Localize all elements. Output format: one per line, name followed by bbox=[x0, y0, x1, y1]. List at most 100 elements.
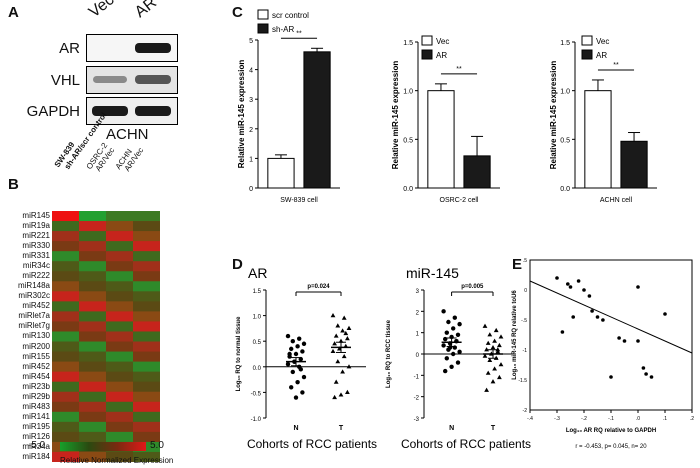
heatmap-cell bbox=[106, 411, 133, 423]
y-tick-label: 1.0 bbox=[560, 89, 570, 96]
heatmap-cell bbox=[133, 221, 160, 232]
p-value-label: p=0.005 bbox=[461, 284, 484, 290]
data-point bbox=[487, 357, 493, 362]
heatmap-cell bbox=[79, 371, 106, 383]
y-tick-label: -.5 bbox=[521, 318, 527, 324]
data-point bbox=[482, 323, 488, 328]
blot-vhl bbox=[86, 66, 178, 94]
heatmap-cell bbox=[79, 251, 106, 262]
heatmap-cell bbox=[106, 241, 133, 252]
data-point bbox=[636, 285, 640, 289]
data-point bbox=[301, 341, 307, 346]
data-point bbox=[290, 339, 295, 344]
bar bbox=[620, 140, 648, 189]
heatmap-cell bbox=[52, 351, 79, 363]
x-axis-label: Cohorts of RCC patients bbox=[247, 437, 377, 451]
heatmap-cell bbox=[106, 331, 133, 343]
panel-b-label: B bbox=[8, 176, 19, 193]
data-point bbox=[649, 375, 654, 379]
heatmap-cell bbox=[52, 301, 79, 312]
x-tick-label: .2 bbox=[690, 416, 694, 422]
y-tick-label: -1 bbox=[414, 374, 420, 380]
heatmap-row-label: miR34c bbox=[22, 261, 50, 271]
y-tick-label: -1.5 bbox=[518, 378, 527, 384]
heatmap-cell bbox=[52, 221, 79, 232]
heatmap-cell bbox=[106, 391, 133, 403]
lane-label-ar: AR bbox=[131, 0, 160, 22]
data-point bbox=[451, 351, 456, 357]
data-point bbox=[490, 345, 496, 350]
heatmap-cell bbox=[106, 421, 133, 433]
heatmap-cell bbox=[106, 341, 133, 353]
heatmap-cell bbox=[79, 311, 106, 322]
data-point bbox=[345, 336, 350, 341]
legend-label: Vec bbox=[436, 37, 449, 46]
data-point bbox=[443, 368, 448, 374]
heatmap-cell bbox=[133, 231, 160, 242]
y-tick-label: -1 bbox=[523, 348, 528, 354]
heatmap-cell bbox=[106, 261, 133, 272]
heatmap-cell bbox=[133, 351, 160, 363]
data-point bbox=[346, 364, 352, 369]
heatmap-cell bbox=[106, 291, 133, 302]
heatmap-cell bbox=[106, 281, 133, 292]
y-tick-label: .5 bbox=[523, 258, 527, 264]
heatmap-scale-max: 5.0 bbox=[150, 440, 164, 451]
band bbox=[92, 106, 128, 116]
blot-label-vhl: VHL bbox=[50, 72, 80, 89]
data-point bbox=[457, 349, 462, 355]
heatmap-cell bbox=[133, 401, 160, 413]
data-point bbox=[443, 336, 448, 342]
data-point bbox=[289, 346, 294, 352]
legend-swatch bbox=[581, 49, 593, 60]
heatmap-cell bbox=[133, 371, 160, 383]
y-tick-label: -1.0 bbox=[251, 417, 262, 423]
legend-swatch bbox=[421, 49, 433, 60]
heatmap-cell bbox=[133, 211, 160, 222]
heatmap-cell bbox=[79, 291, 106, 302]
data-point bbox=[335, 323, 341, 328]
y-tick-label: 1.0 bbox=[253, 315, 262, 321]
y-tick-label: 1.5 bbox=[403, 40, 413, 47]
data-point bbox=[590, 309, 594, 313]
p-value-label: p=0.024 bbox=[307, 284, 330, 290]
data-point bbox=[446, 319, 451, 325]
heatmap-cell bbox=[52, 431, 79, 443]
heatmap-scale-bar bbox=[60, 442, 146, 451]
heatmap bbox=[52, 211, 160, 462]
y-tick-label: 0.5 bbox=[253, 340, 262, 346]
data-point bbox=[455, 332, 461, 337]
heatmap-row-label: miR34a bbox=[22, 441, 50, 451]
heatmap-cell bbox=[52, 411, 79, 423]
heatmap-cell bbox=[133, 361, 160, 373]
regression-line bbox=[529, 280, 693, 354]
heatmap-cell bbox=[52, 361, 79, 373]
data-point bbox=[497, 342, 502, 348]
heatmap-cell bbox=[106, 321, 133, 332]
heatmap-cell bbox=[79, 401, 106, 413]
x-tick-label: -.2 bbox=[581, 416, 587, 422]
data-point bbox=[617, 336, 621, 340]
heatmap-cell bbox=[79, 321, 106, 332]
data-point bbox=[340, 328, 345, 333]
stats-label: r = -0.453, p= 0.045, n= 20 bbox=[575, 444, 647, 450]
data-point bbox=[297, 336, 302, 341]
band bbox=[135, 75, 171, 84]
data-point bbox=[300, 390, 305, 395]
blot-label-ar: AR bbox=[59, 40, 80, 57]
x-tick-label: T bbox=[339, 425, 344, 432]
heatmap-row-label: miR454 bbox=[22, 371, 50, 381]
blot-label-gapdh: GAPDH bbox=[26, 103, 80, 120]
data-point bbox=[441, 343, 446, 348]
y-tick-label: 0 bbox=[524, 288, 527, 294]
heatmap-cell bbox=[79, 391, 106, 403]
heatmap-cell bbox=[79, 351, 106, 363]
heatmap-row-label: miR330 bbox=[22, 241, 50, 251]
heatmap-scale-label: Relative Normalized Expression bbox=[60, 456, 174, 465]
heatmap-cell bbox=[133, 441, 160, 453]
y-tick-label: -0.5 bbox=[251, 391, 262, 397]
heatmap-cell bbox=[52, 401, 79, 413]
y-axis-label: Log₁₀ miR-145 RQ relative toU6 bbox=[512, 290, 518, 380]
data-point bbox=[444, 356, 449, 361]
